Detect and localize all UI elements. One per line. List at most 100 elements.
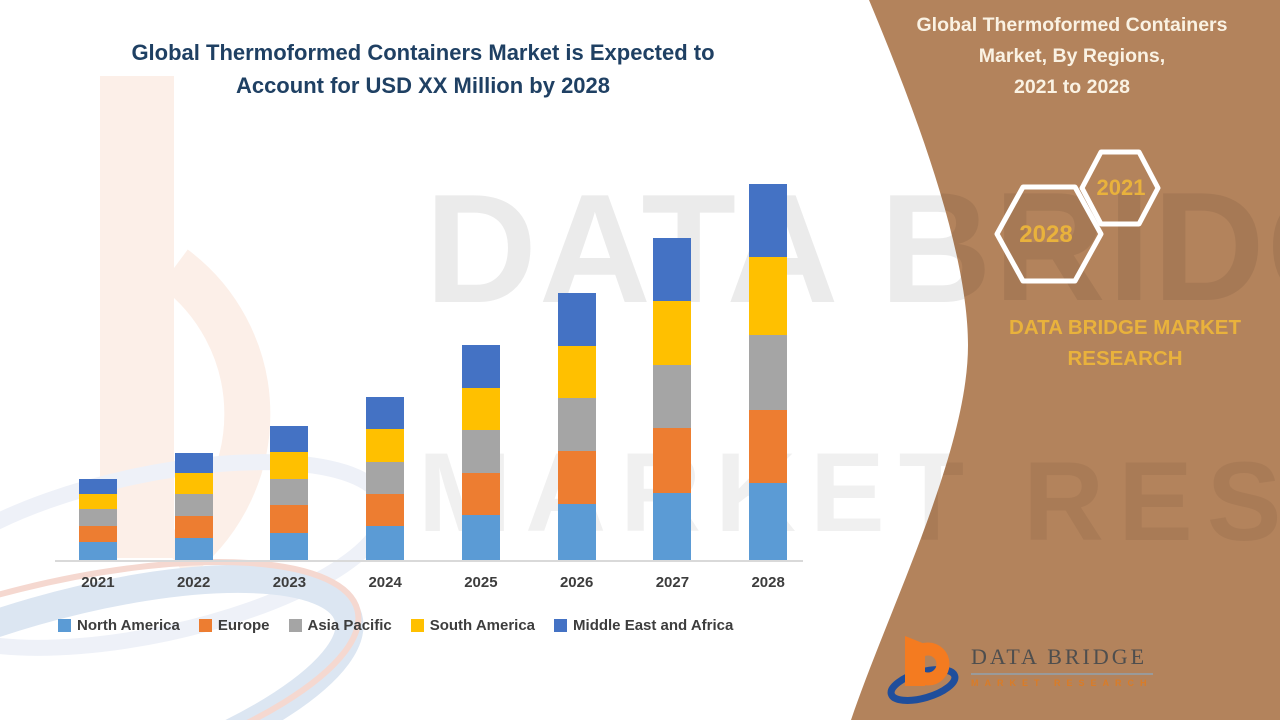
legend-item: North America — [58, 617, 180, 634]
bar-segment — [270, 452, 309, 479]
bar-segment — [461, 515, 500, 560]
bar-segment — [366, 462, 405, 494]
hexagon-2028-icon — [994, 184, 1104, 284]
bar-segment — [78, 479, 117, 494]
bar-segment — [366, 494, 405, 526]
stacked-bar-chart — [50, 160, 816, 560]
bar-segment — [78, 494, 117, 509]
x-axis-labels: 2021 2022 2023 2024 2025 2026 2027 2028 — [50, 574, 816, 591]
bar-stack — [557, 293, 596, 560]
bar-segment — [461, 473, 500, 515]
bar-segment — [461, 345, 500, 388]
bar-segment — [557, 398, 596, 451]
bar-segment — [270, 533, 309, 560]
bar-segment — [174, 473, 213, 494]
bar-segment — [174, 494, 213, 516]
bar-segment — [174, 516, 213, 538]
legend-swatch-icon — [554, 619, 568, 632]
footer-logo-subtitle: MARKET RESEARCH — [971, 678, 1153, 688]
chart-title: Global Thermoformed Containers Market is… — [0, 36, 846, 102]
bar-stack — [174, 453, 213, 560]
bar-segment — [749, 483, 788, 560]
x-axis-label: 2024 — [368, 574, 402, 591]
legend-swatch-icon — [198, 619, 212, 632]
bar-segment — [653, 428, 692, 493]
panel-brand-line1: DATA BRIDGE MARKET — [1009, 316, 1241, 339]
bar-segment — [749, 257, 788, 335]
bar-column-2023 — [242, 160, 338, 560]
bar-segment — [78, 526, 117, 542]
legend-label: Asia Pacific — [307, 617, 392, 634]
x-axis-label: 2026 — [559, 574, 594, 591]
legend-swatch-icon — [410, 619, 424, 632]
bar-column-2021 — [50, 160, 146, 560]
legend-item: Asia Pacific — [288, 617, 392, 634]
bar-segment — [366, 526, 405, 560]
panel-brand-line2: RESEARCH — [1067, 347, 1183, 370]
bar-column-2028 — [720, 160, 816, 560]
bar-segment — [78, 509, 117, 526]
bar-stack — [78, 479, 117, 560]
bar-stack — [366, 397, 405, 560]
bar-segment — [461, 430, 500, 473]
bar-segment — [749, 335, 788, 410]
x-axis-label: 2023 — [272, 574, 307, 591]
bar-segment — [366, 397, 405, 429]
hexagon-2021-label: 2021 — [1097, 175, 1146, 200]
x-axis-label: 2025 — [464, 574, 498, 591]
legend-swatch-icon — [288, 619, 302, 632]
x-axis-line — [55, 560, 803, 562]
bar-segment — [366, 429, 405, 462]
bar-segment — [557, 346, 596, 398]
bar-segment — [557, 504, 596, 560]
bar-segment — [174, 538, 213, 560]
chart-legend: North America Europe Asia Pacific South Ame… — [58, 617, 733, 634]
legend-label: Europe — [217, 617, 270, 634]
legend-label: South America — [429, 617, 536, 634]
bar-segment — [749, 184, 788, 257]
x-axis-label: 2027 — [655, 574, 690, 591]
hexagon-2021-icon — [1079, 149, 1161, 227]
bar-segment — [270, 505, 309, 533]
bar-column-2022 — [146, 160, 242, 560]
bar-segment — [749, 410, 788, 483]
chart-title-line2: Account for USD XX Million by 2028 — [235, 73, 611, 98]
hexagon-2028-label: 2028 — [1019, 221, 1072, 248]
bar-segment — [653, 238, 692, 301]
panel-title-line2: Market, By Regions, — [978, 45, 1166, 67]
legend-swatch-icon — [58, 619, 71, 632]
data-bridge-logo-icon — [887, 636, 959, 704]
bar-segment — [78, 542, 117, 560]
x-axis-label: 2028 — [751, 574, 785, 591]
panel-title: Global Thermoformed Containers Market, B… — [872, 10, 1272, 103]
bar-stack — [461, 345, 500, 560]
x-axis-label: 2021 — [81, 574, 115, 591]
bar-stack — [749, 184, 788, 560]
bar-segment — [653, 493, 692, 560]
panel-brand-text: DATA BRIDGE MARKET RESEARCH — [940, 312, 1280, 374]
bar-segment — [461, 388, 500, 430]
legend-item: South America — [410, 617, 536, 634]
panel-title-line3: 2021 to 2028 — [1013, 76, 1130, 98]
legend-label: Middle East and Africa — [573, 617, 734, 634]
bar-stack — [270, 426, 309, 560]
panel-title-line1: Global Thermoformed Containers — [916, 14, 1228, 36]
legend-item: Middle East and Africa — [554, 617, 733, 634]
bar-stack — [653, 238, 692, 560]
bar-segment — [557, 451, 596, 504]
x-axis-label: 2022 — [176, 574, 211, 591]
bar-segment — [653, 301, 692, 365]
bar-segment — [174, 453, 213, 473]
bar-segment — [653, 365, 692, 428]
bar-segment — [270, 479, 309, 505]
bar-column-2024 — [337, 160, 433, 560]
bar-segment — [557, 293, 596, 346]
legend-label: North America — [77, 617, 180, 634]
bar-segment — [270, 426, 309, 452]
bar-column-2025 — [433, 160, 529, 560]
chart-title-line1: Global Thermoformed Containers Market is… — [131, 40, 715, 65]
bar-column-2026 — [529, 160, 625, 560]
footer-logo-title: DATA BRIDGE — [971, 644, 1153, 675]
footer-logo-text: DATA BRIDGE MARKET RESEARCH — [971, 644, 1153, 688]
